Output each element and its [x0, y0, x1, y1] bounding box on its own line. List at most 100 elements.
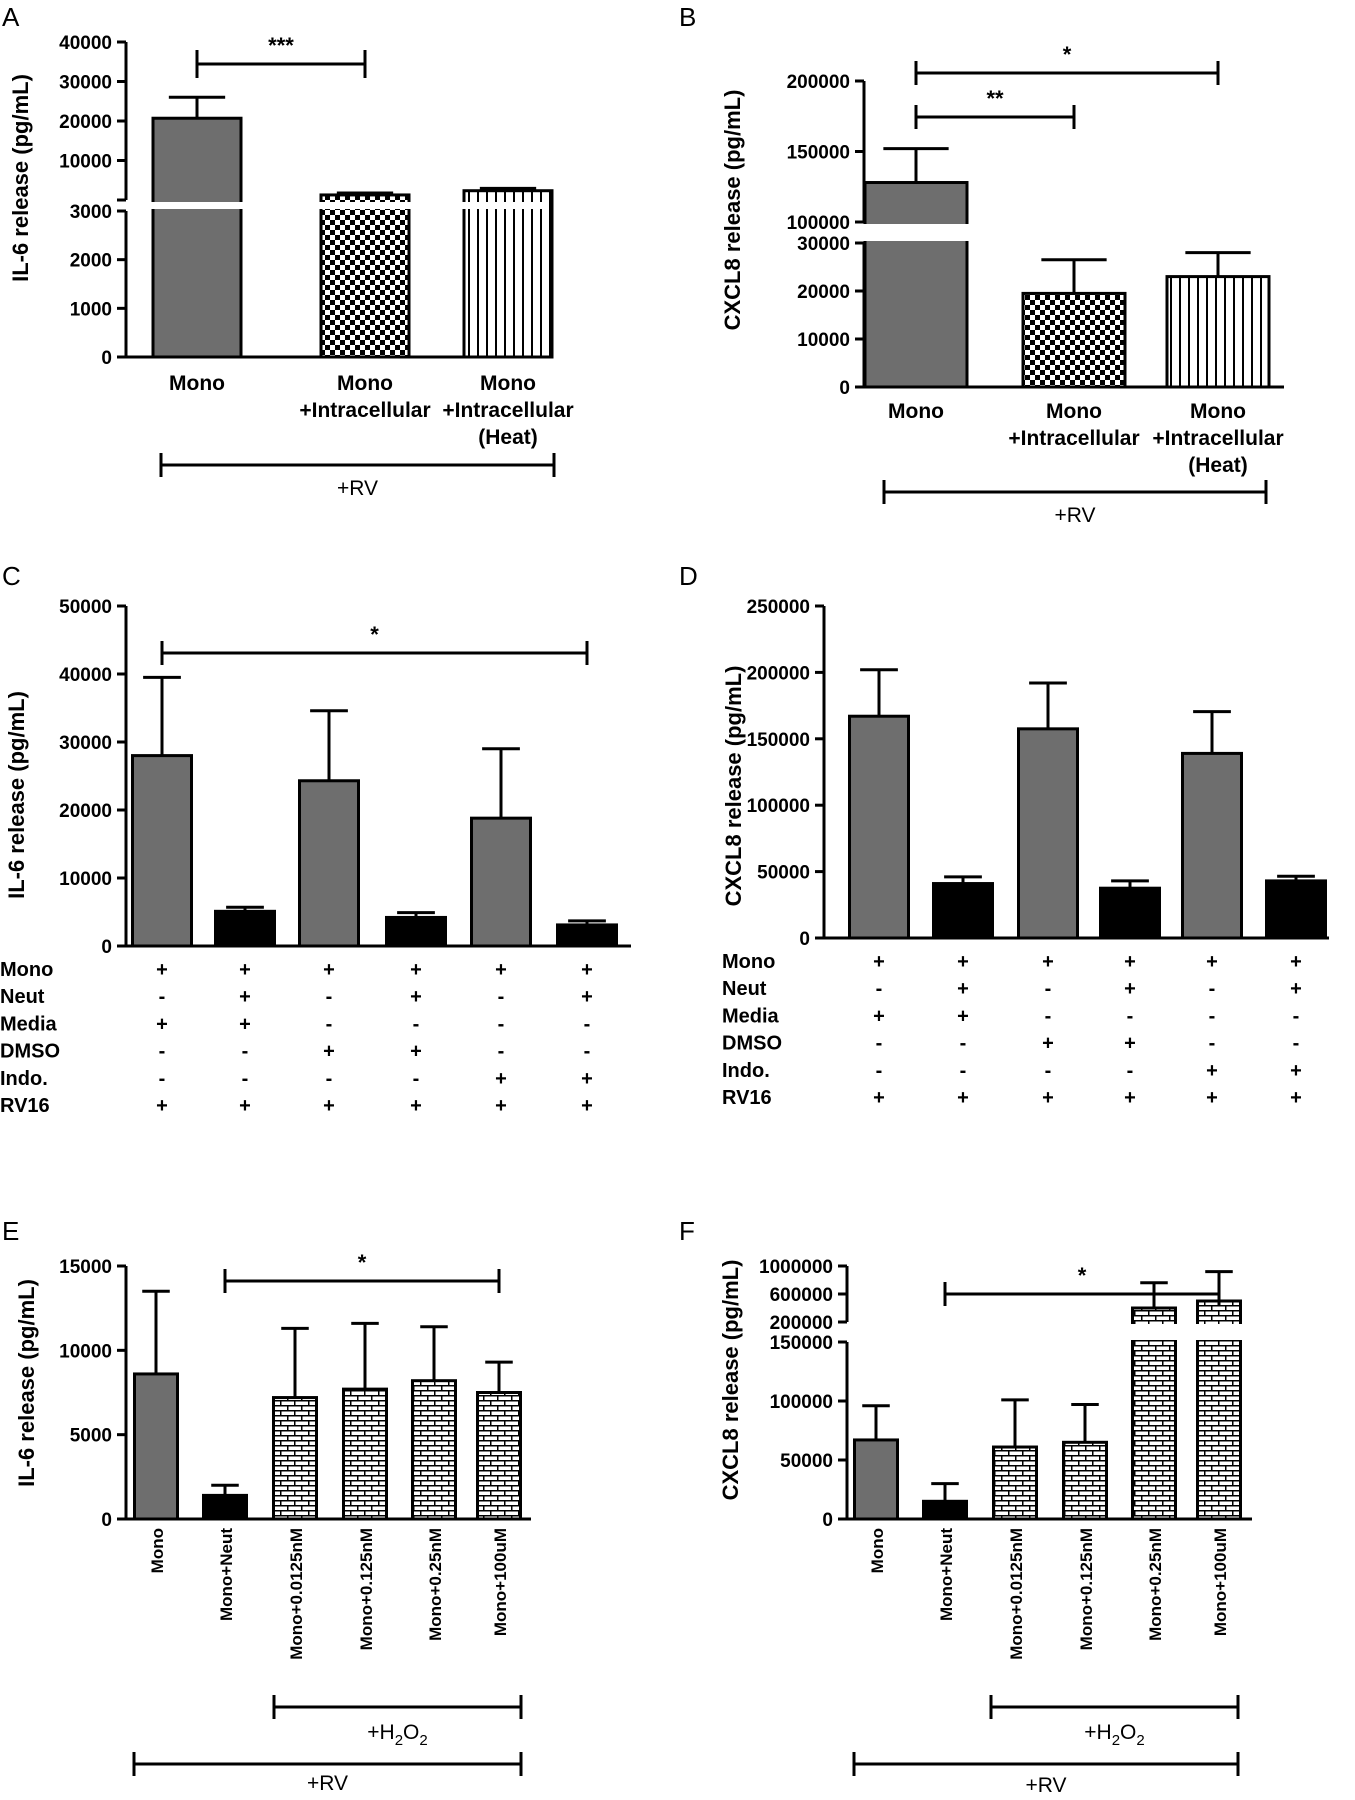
y-tick-label: 20000 [59, 801, 112, 822]
axis-break-gap [112, 202, 546, 209]
bar-d-1 [848, 714, 910, 940]
treatment-mark: + [239, 959, 251, 981]
treatment-mark: + [156, 1013, 168, 1035]
x-tick-label: Mono+Neut [217, 1528, 236, 1621]
panel-label: A [2, 2, 20, 32]
treatment-mark: - [1293, 1033, 1300, 1055]
x-tick-label: Mono+0.125nM [357, 1528, 376, 1650]
y-axis-label: IL-6 release (pg/mL) [4, 691, 29, 899]
y-tick-label: 100000 [787, 213, 850, 234]
x-tick-label: Mono +Intracellular [1008, 400, 1139, 450]
y-axis-label: IL-6 release (pg/mL) [14, 1279, 39, 1487]
bar-d-2 [932, 882, 994, 940]
treatment-row-label: Media [722, 1005, 780, 1027]
y-axis-label: IL-6 release (pg/mL) [8, 74, 33, 282]
y-tick-label: 40000 [59, 33, 112, 54]
treatment-mark: + [581, 1068, 593, 1090]
treatment-mark: - [1045, 978, 1052, 1000]
bar-f-5 [1131, 1306, 1177, 1521]
group-bracket-label: +RV [1054, 504, 1095, 527]
treatment-mark: + [1206, 951, 1218, 973]
group-bracket-label: +H2O2 [1084, 1721, 1144, 1749]
bar-d-5 [1181, 751, 1243, 940]
x-tick-label: Mono+0.25nM [1146, 1528, 1165, 1641]
treatment-mark: + [1290, 1087, 1302, 1109]
bar-f-1 [853, 1438, 899, 1521]
x-tick-label: Mono +Intracellular (Heat) [442, 372, 573, 449]
treatment-mark: - [1209, 1033, 1216, 1055]
treatment-mark: - [960, 1033, 967, 1055]
x-tick-label: Mono [148, 1528, 167, 1573]
bar-c-3 [298, 779, 360, 948]
y-tick-label: 50000 [757, 863, 810, 884]
treatment-mark: + [410, 986, 422, 1008]
treatment-mark: - [584, 1013, 591, 1035]
bar-d-4 [1099, 886, 1161, 940]
y-axis-label: CXCL8 release (pg/mL) [721, 666, 746, 907]
bar-e-1 [133, 1372, 179, 1521]
significance-label: *** [268, 33, 294, 58]
treatment-mark: + [873, 1087, 885, 1109]
treatment-mark: + [410, 1041, 422, 1063]
y-tick-label: 150000 [787, 143, 850, 164]
y-tick-label: 200000 [770, 1313, 833, 1334]
y-tick-label: 0 [101, 348, 112, 369]
axis-break-gap [833, 1324, 1252, 1340]
treatment-row-label: RV16 [0, 1095, 50, 1117]
bar-a-3 [462, 189, 554, 359]
y-tick-label: 10000 [59, 152, 112, 173]
treatment-mark: - [413, 1068, 420, 1090]
x-tick-label: Mono+Neut [937, 1528, 956, 1621]
treatment-row-label: Indo. [0, 1068, 48, 1090]
treatment-mark: - [413, 1013, 420, 1035]
bar-d-6 [1265, 879, 1327, 940]
y-tick-label: 10000 [59, 1341, 112, 1362]
y-tick-label: 10000 [59, 869, 112, 890]
treatment-mark: - [584, 1041, 591, 1063]
x-tick-label: Mono [888, 400, 944, 423]
treatment-mark: - [242, 1068, 249, 1090]
y-tick-label: 20000 [59, 112, 112, 133]
treatment-mark: + [581, 986, 593, 1008]
treatment-mark: - [326, 1013, 333, 1035]
y-tick-label: 200000 [747, 663, 810, 684]
treatment-mark: - [1127, 1060, 1134, 1082]
treatment-mark: + [581, 959, 593, 981]
bar-e-2 [202, 1493, 248, 1521]
treatment-mark: + [957, 1087, 969, 1109]
treatment-mark: + [239, 1095, 251, 1117]
treatment-row-label: Mono [722, 951, 775, 973]
treatment-mark: + [957, 951, 969, 973]
x-tick-label: Mono +Intracellular [299, 372, 430, 422]
treatment-mark: + [1042, 1087, 1054, 1109]
panel-label: F [679, 1216, 695, 1246]
treatment-mark: + [1124, 1033, 1136, 1055]
treatment-row-label: Neut [722, 978, 767, 1000]
treatment-mark: - [1209, 978, 1216, 1000]
y-axis-label: CXCL8 release (pg/mL) [718, 1260, 743, 1501]
bar-b-2 [1021, 291, 1127, 389]
y-tick-label: 50000 [59, 597, 112, 618]
treatment-row-label: DMSO [0, 1041, 60, 1063]
treatment-mark: + [239, 986, 251, 1008]
x-tick-label: Mono+100uM [491, 1528, 510, 1636]
group-bracket-label: +H2O2 [367, 1721, 427, 1749]
x-tick-label: Mono [169, 372, 225, 395]
treatment-mark: + [323, 1041, 335, 1063]
y-tick-label: 1000 [70, 299, 112, 320]
treatment-mark: - [242, 1041, 249, 1063]
axis-break-gap [850, 224, 1284, 241]
y-tick-label: 15000 [59, 1257, 112, 1278]
y-tick-label: 10000 [797, 330, 850, 351]
group-bracket-label: +RV [307, 1772, 348, 1795]
bar-e-5 [411, 1379, 457, 1521]
treatment-mark: + [1124, 1087, 1136, 1109]
y-tick-label: 600000 [770, 1285, 833, 1306]
significance-label: * [1063, 42, 1072, 67]
treatment-mark: + [1290, 978, 1302, 1000]
bar-f-4 [1062, 1440, 1108, 1521]
bar-f-3 [992, 1445, 1038, 1521]
treatment-row-label: RV16 [722, 1087, 772, 1109]
treatment-mark: - [1209, 1005, 1216, 1027]
chart-panel-f: F CXCL8 release (pg/mL) 0 50000 100000 150000… [679, 1216, 1252, 1797]
